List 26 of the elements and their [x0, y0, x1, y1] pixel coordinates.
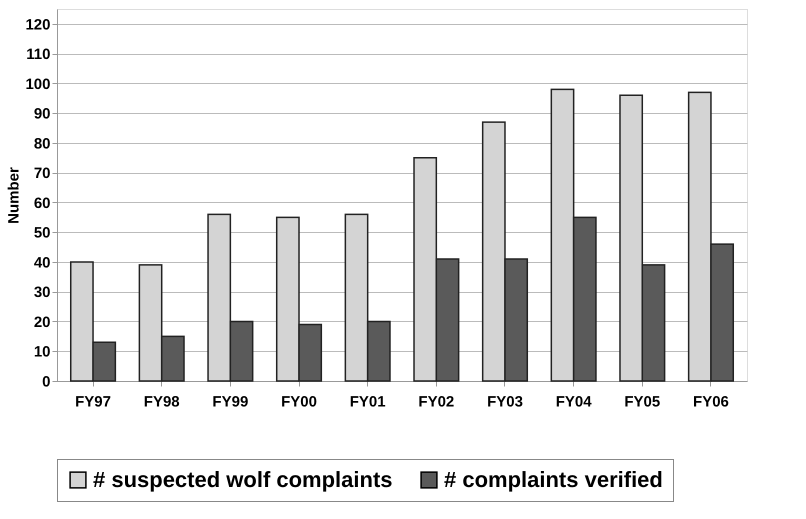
x-tick-label: FY01	[350, 394, 386, 410]
y-tick-label: 90	[34, 106, 50, 123]
x-tick-label: FY00	[281, 394, 317, 410]
y-tick-label: 20	[34, 314, 50, 331]
y-tick-label: 40	[34, 254, 50, 272]
x-tick-label: FY98	[144, 394, 180, 410]
x-tick-label: FY02	[418, 394, 454, 410]
x-tick-label: FY05	[624, 394, 660, 410]
y-tick-label: 60	[34, 194, 50, 212]
y-tick-label: 10	[34, 344, 50, 361]
y-axis-title: Number	[5, 167, 22, 224]
y-tick-label: 110	[26, 46, 50, 64]
y-tick-label: 30	[34, 284, 50, 302]
y-tick-label: 120	[25, 16, 50, 34]
y-tick-label: 70	[34, 165, 50, 182]
x-tick-label: FY99	[212, 394, 248, 410]
x-tick-label: FY97	[75, 394, 111, 410]
y-tick-label: 100	[25, 76, 50, 93]
legend-label: # complaints verified	[444, 467, 663, 492]
y-tick-label: 0	[42, 374, 50, 390]
legend-label: # suspected wolf complaints	[93, 467, 393, 492]
y-tick-label: 50	[34, 224, 50, 242]
x-tick-label: FY03	[487, 394, 523, 410]
y-tick-label: 80	[34, 135, 50, 152]
x-tick-label: FY04	[556, 394, 592, 410]
x-tick-label: FY06	[693, 394, 729, 410]
